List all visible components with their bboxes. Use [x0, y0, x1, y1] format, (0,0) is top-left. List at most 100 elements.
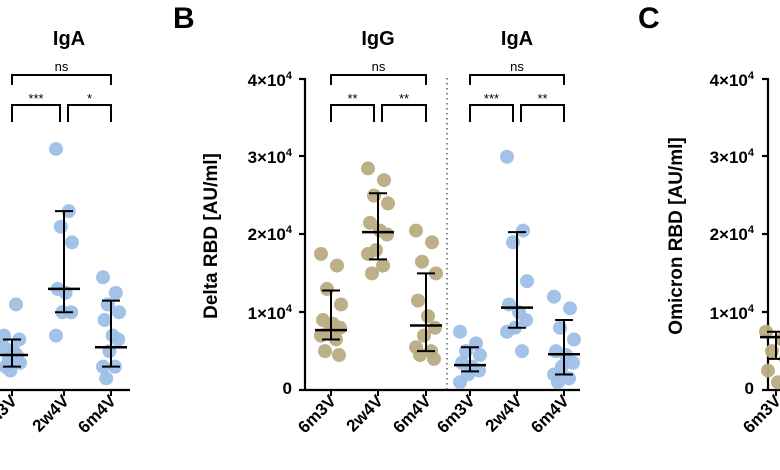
data-point [566, 355, 580, 370]
panel-letter-c: C [638, 2, 660, 35]
data-point [500, 149, 514, 164]
y-axis-label-b: Delta RBD [AU/ml] [201, 153, 222, 319]
group-title-a: IgA [53, 28, 85, 50]
data-point [361, 161, 375, 176]
data-point [425, 235, 439, 250]
significance-label: *** [28, 91, 43, 106]
data-point [334, 297, 348, 312]
data-point [314, 246, 328, 261]
data-point [551, 375, 565, 390]
data-point [318, 344, 332, 359]
significance-label: ns [372, 59, 386, 74]
x-tick-label: 6m3V [433, 391, 479, 437]
axes-b [299, 77, 580, 392]
data-point [97, 313, 112, 328]
data-point [409, 223, 423, 238]
x-tick-label: 2w4V [482, 391, 527, 436]
data-point [108, 285, 123, 300]
panel-letter-b: B [173, 2, 195, 35]
data-point [361, 246, 375, 261]
x-tick-label: 6m4V [74, 391, 120, 437]
y-ticks-b: 0 1×104 2×104 3×104 4×104 [248, 70, 293, 398]
data-point [417, 328, 431, 343]
x-tick-label: 6m3V [294, 391, 340, 437]
significance-bracket [381, 104, 427, 122]
x-tick-label: 6m4V [527, 391, 573, 437]
data-point [516, 223, 530, 238]
y-axis-label-c: Omicron RBD [AU/ml] [666, 137, 687, 334]
significance-label: ** [399, 91, 409, 106]
significance-label: ** [537, 91, 547, 106]
data-point [376, 258, 390, 273]
data-point [0, 328, 11, 343]
data-point [99, 371, 114, 386]
y-tick-label: 3×104 [710, 147, 755, 167]
data-point [112, 305, 126, 320]
data-point [567, 332, 581, 347]
data-point [3, 363, 18, 378]
data-point [49, 328, 63, 343]
data-point [473, 348, 487, 363]
data-point [415, 254, 429, 269]
data-point [96, 270, 110, 285]
y-tick-label: 1×104 [710, 303, 755, 323]
y-tick-label: 4×104 [248, 70, 293, 90]
y-ticks-c: 0 1×104 2×104 3×104 4×104 [710, 70, 755, 398]
y-tick-label: 1×104 [248, 303, 293, 323]
data-point [429, 266, 443, 281]
data-point [365, 266, 379, 281]
significance-bracket [330, 74, 427, 85]
significance-bracket [469, 104, 514, 122]
y-tick-label: 0 [745, 379, 754, 398]
data-point [363, 215, 377, 230]
group-title-b-iga: IgA [501, 28, 533, 50]
data-point [330, 258, 344, 273]
data-point [520, 274, 534, 289]
data-point [453, 375, 467, 390]
data-point [381, 196, 395, 211]
data-point [49, 141, 63, 156]
x-tick-label: m3V [0, 391, 21, 430]
y-tick-label: 0 [283, 379, 292, 398]
data-point [111, 332, 126, 347]
significance-label: *** [484, 91, 499, 106]
y-tick-label: 3×104 [248, 147, 293, 167]
y-tick-label: 2×104 [710, 224, 755, 244]
data-point [453, 324, 467, 339]
data-point [380, 227, 394, 242]
data-point [761, 363, 775, 378]
significance-label: * [87, 91, 92, 106]
significance-label: ns [55, 59, 69, 74]
data-point [771, 375, 780, 390]
significance-label: ** [347, 91, 357, 106]
data-point [377, 173, 391, 188]
data-point [759, 324, 773, 339]
significance-bracket [11, 104, 61, 122]
y-tick-label: 4×104 [710, 70, 755, 90]
data-point [413, 348, 427, 363]
data-point [421, 309, 435, 324]
significance-bracket [520, 104, 565, 122]
significance-bracket [11, 74, 112, 85]
data-point [515, 344, 529, 359]
data-point [563, 301, 577, 316]
data-point [65, 235, 79, 250]
y-tick-label: 2×104 [248, 224, 293, 244]
data-point [500, 324, 514, 339]
group-title-b-igg: IgG [361, 28, 394, 50]
significance-bracket [330, 104, 375, 122]
x-tick-label: 2w4V [29, 391, 74, 436]
data-point [427, 351, 441, 366]
x-tick-label: 2w4V [343, 391, 388, 436]
data-point [547, 289, 561, 304]
data-point [411, 293, 425, 308]
data-point [519, 313, 533, 328]
data-point [53, 219, 68, 234]
data-point [332, 348, 346, 363]
significance-bracket [469, 74, 565, 85]
x-tick-label: 6m4V [389, 391, 435, 437]
significance-bracket [67, 104, 112, 122]
significance-label: ns [510, 59, 524, 74]
